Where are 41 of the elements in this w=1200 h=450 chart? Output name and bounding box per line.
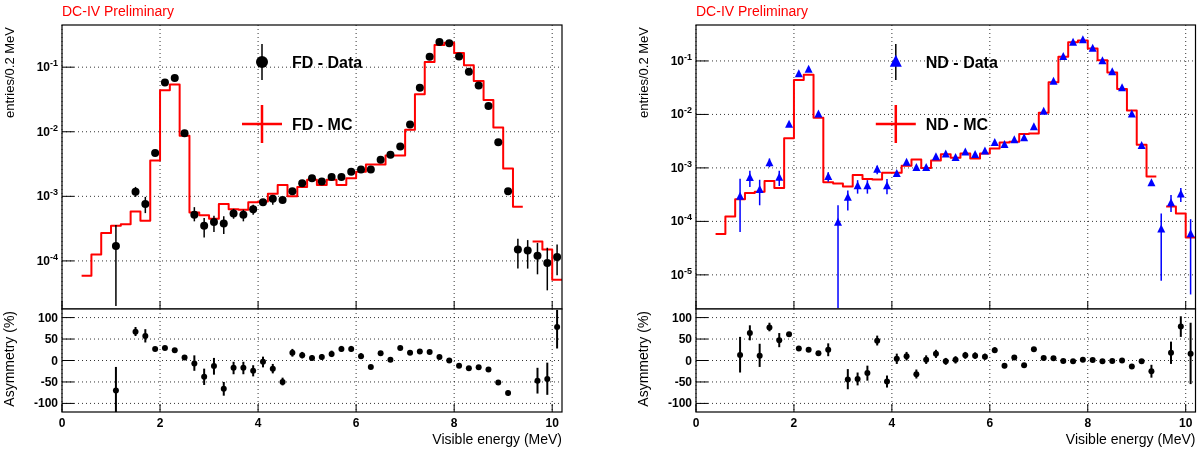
y-tick-label: 10$^{-4}$ xyxy=(36,251,58,268)
y-tick-label: -50 xyxy=(40,374,59,389)
y-axis-title: entries/0.2 MeV xyxy=(2,26,17,119)
x-tick-label: 8 xyxy=(450,416,458,430)
x-tick-label: 4 xyxy=(254,416,262,430)
x-tick-label: 4 xyxy=(888,416,896,430)
y-tick-label: 10$^{-2}$ xyxy=(670,105,692,122)
x-tick-label: 6 xyxy=(352,416,360,430)
y-tick-label: 10$^{-2}$ xyxy=(36,122,58,139)
x-axis-title: Visible energy (MeV) xyxy=(432,431,562,447)
y-axis-title: entries/0.2 MeV xyxy=(636,26,651,119)
legend-label: FD - MC xyxy=(292,116,353,133)
chart-title: DC-IV Preliminary xyxy=(62,3,175,19)
x-axis-title: Visible energy (MeV) xyxy=(1065,431,1196,447)
x-tick-label: 2 xyxy=(156,416,164,430)
y-tick-label: 50 xyxy=(678,332,693,347)
y-axis-title: Asymmetry (%) xyxy=(635,311,651,407)
y-tick-label: 10$^{-5}$ xyxy=(670,265,692,282)
legend-label: ND - MC xyxy=(925,116,989,133)
y-tick-label: 100 xyxy=(671,310,693,325)
x-tick-label: 6 xyxy=(986,416,994,430)
y-tick-label: 10$^{-1}$ xyxy=(36,58,58,75)
x-tick-label: 2 xyxy=(790,416,798,430)
y-tick-label: -50 xyxy=(674,374,693,389)
y-tick-label: -100 xyxy=(33,396,59,411)
legend-label: FD - Data xyxy=(292,54,363,71)
legend-label: ND - Data xyxy=(925,54,998,71)
y-tick-label: 0 xyxy=(51,353,59,368)
y-tick-label: 50 xyxy=(44,332,59,347)
y-tick-label: 10$^{-3}$ xyxy=(670,158,692,175)
y-tick-label: 0 xyxy=(685,353,693,368)
y-tick-label: -100 xyxy=(667,396,693,411)
y-tick-label: 10$^{-4}$ xyxy=(670,212,692,229)
chart-title: DC-IV Preliminary xyxy=(696,3,809,19)
y-tick-label: 100 xyxy=(37,310,59,325)
x-tick-label: 8 xyxy=(1084,416,1092,430)
y-axis-title: Asymmetry (%) xyxy=(1,311,17,407)
x-tick-label: 10 xyxy=(545,416,560,430)
y-tick-label: 10$^{-3}$ xyxy=(36,187,58,204)
x-tick-label: 10 xyxy=(1179,416,1193,430)
y-tick-label: 10$^{-1}$ xyxy=(670,51,692,68)
